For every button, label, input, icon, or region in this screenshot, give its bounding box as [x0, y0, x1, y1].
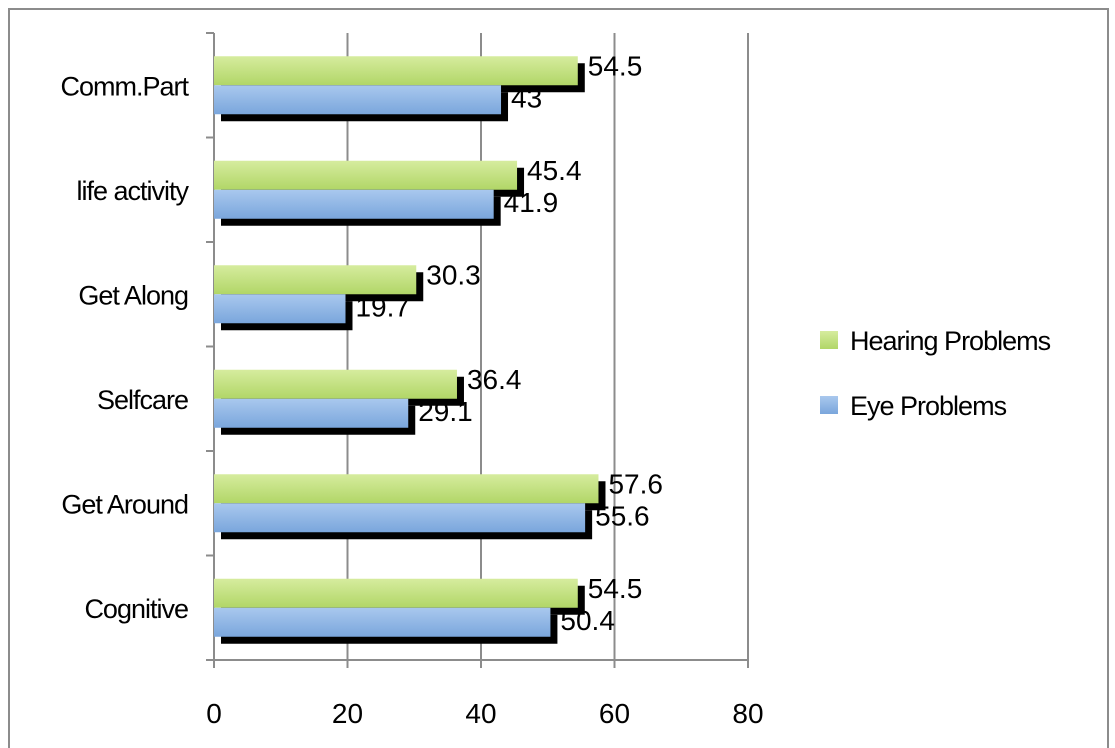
data-label-hearing: 57.6	[608, 468, 663, 499]
data-label-hearing: 54.5	[588, 50, 643, 81]
legend-eye-problems-label: Eye Problems	[850, 391, 1007, 421]
bar-hearing-problems	[214, 578, 578, 608]
bar-hearing-problems	[214, 160, 518, 190]
category-label: Cognitive	[84, 594, 188, 624]
gridlines	[346, 33, 749, 660]
data-label-eye: 55.6	[595, 500, 650, 531]
data-label-eye: 50.4	[560, 605, 615, 636]
category-label: life activity	[76, 176, 189, 206]
bar-hearing-problems	[214, 369, 457, 399]
category-label: Get Around	[61, 489, 188, 519]
chart-frame	[8, 8, 1109, 748]
bar-hearing-problems	[214, 56, 578, 86]
data-label-eye: 41.9	[504, 187, 559, 218]
category-label: Selfcare	[97, 385, 188, 415]
legend-eye-problems-swatch	[820, 396, 838, 414]
category-label: Comm.Part	[60, 71, 189, 101]
data-label-hearing: 30.3	[426, 259, 481, 290]
x-tick-label: 0	[206, 698, 222, 729]
bar-eye-problems	[214, 189, 494, 219]
bar-hearing-problems	[214, 265, 417, 295]
data-label-hearing: 45.4	[527, 155, 582, 186]
data-label-hearing: 54.5	[588, 573, 643, 604]
bar-eye-problems	[214, 85, 502, 115]
axes: 0 20 40 60 80 Cognitive Get Around Selfcare Get …	[60, 32, 764, 729]
data-labels: 54.550.457.655.636.429.130.319.745.441.9…	[355, 50, 662, 636]
bar-eye-problems	[214, 607, 551, 637]
legend-hearing-problems-label: Hearing Problems	[850, 326, 1051, 356]
x-tick-label: 20	[332, 698, 363, 729]
data-label-hearing: 36.4	[467, 364, 521, 395]
bar-hearing-problems	[214, 474, 599, 504]
data-label-eye: 43	[511, 82, 542, 113]
bar-eye-problems	[214, 294, 346, 324]
legend: Hearing Problems Eye Problems	[820, 326, 1052, 421]
data-label-eye: 19.7	[355, 291, 410, 322]
bar-eye-problems	[214, 398, 409, 428]
category-label: Get Along	[78, 280, 188, 310]
legend-hearing-problems-swatch	[820, 331, 838, 349]
data-label-eye: 29.1	[418, 396, 473, 427]
x-tick-label: 80	[732, 698, 763, 729]
x-tick-label: 40	[465, 698, 496, 729]
bar-eye-problems	[214, 503, 586, 533]
bars	[214, 56, 606, 644]
x-tick-label: 60	[599, 698, 630, 729]
